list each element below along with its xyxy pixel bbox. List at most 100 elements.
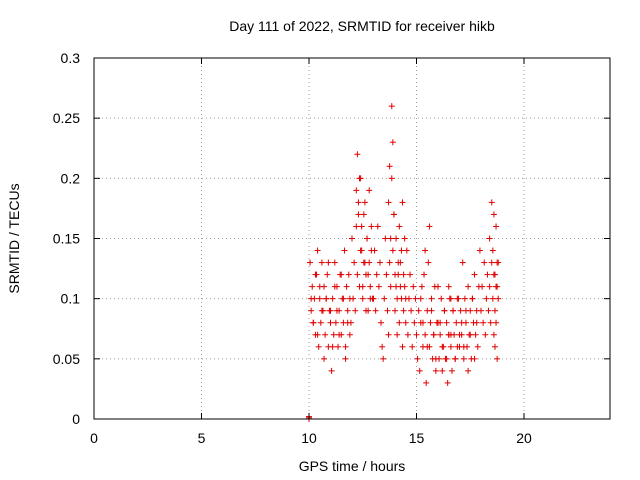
data-point (428, 295, 435, 302)
data-point (468, 355, 475, 362)
data-point (396, 223, 403, 230)
data-point (328, 367, 335, 374)
data-point (323, 295, 330, 302)
data-point (432, 367, 439, 374)
data-point (388, 175, 395, 182)
data-point (354, 151, 361, 158)
data-point (329, 295, 336, 302)
data-point (376, 259, 383, 266)
data-point (480, 319, 487, 326)
data-point (465, 283, 472, 290)
data-point (342, 355, 349, 362)
data-point (329, 343, 336, 350)
data-point (344, 307, 351, 314)
data-point (361, 199, 368, 206)
y-tick-label: 0.05 (53, 351, 80, 367)
data-point (446, 295, 453, 302)
data-point (454, 295, 461, 302)
data-point (407, 271, 414, 278)
data-point (345, 271, 352, 278)
data-point (411, 319, 418, 326)
data-point (490, 211, 497, 218)
chart-title: Day 111 of 2022, SRMTID for receiver hik… (229, 18, 495, 34)
data-point (331, 259, 338, 266)
data-point (318, 259, 325, 266)
data-point (404, 331, 411, 338)
data-point (399, 199, 406, 206)
data-point (364, 235, 371, 242)
y-tick-label: 0.3 (61, 50, 81, 66)
x-tick-label: 15 (409, 430, 425, 446)
y-tick-label: 0.1 (61, 291, 81, 307)
data-point (488, 259, 495, 266)
data-point (349, 235, 355, 242)
data-point (355, 211, 362, 218)
data-point (307, 259, 314, 266)
data-point (458, 331, 465, 338)
data-point (335, 343, 342, 350)
data-point (481, 259, 488, 266)
data-points (306, 103, 502, 422)
data-point (487, 319, 494, 326)
data-point (392, 307, 398, 314)
data-point (371, 247, 378, 254)
data-point (312, 271, 319, 278)
data-point (448, 367, 455, 374)
data-point (354, 271, 361, 278)
data-point (410, 283, 417, 290)
data-point (453, 319, 460, 326)
data-point (394, 331, 401, 338)
data-point (400, 307, 407, 314)
data-point (316, 283, 323, 290)
data-point (314, 247, 321, 254)
data-point (427, 319, 434, 326)
ticks: 0 5 10 15 20 0 0.05 0.1 0.15 0.2 0.25 0.3 (53, 50, 610, 446)
data-point (418, 283, 425, 290)
data-point (440, 343, 447, 350)
data-point (330, 331, 337, 338)
grid (94, 58, 610, 419)
data-point (332, 319, 339, 326)
data-point (317, 319, 324, 326)
data-point (385, 199, 392, 206)
data-point (437, 331, 444, 338)
data-point (471, 271, 478, 278)
data-point (380, 355, 387, 362)
data-point (387, 235, 394, 242)
data-point (386, 259, 393, 266)
data-point (476, 247, 483, 254)
data-point (439, 367, 446, 374)
data-point (456, 343, 463, 350)
data-point (315, 343, 322, 350)
data-point (386, 163, 393, 170)
data-point (316, 295, 323, 302)
data-point (415, 307, 422, 314)
data-point (405, 295, 412, 302)
data-point (408, 307, 415, 314)
data-point (359, 295, 366, 302)
x-tick-label: 10 (301, 430, 317, 446)
data-point (486, 283, 493, 290)
x-tick-label: 5 (198, 430, 206, 446)
data-point (351, 259, 358, 266)
y-tick-label: 0 (72, 411, 80, 427)
data-point (343, 283, 350, 290)
data-point (459, 259, 466, 266)
data-point (464, 343, 471, 350)
data-point (373, 271, 380, 278)
data-point (346, 331, 353, 338)
data-point (340, 319, 347, 326)
data-point (450, 307, 457, 314)
data-point (460, 355, 467, 362)
data-point (422, 331, 429, 338)
data-point (461, 295, 468, 302)
data-point (309, 283, 316, 290)
data-point (359, 283, 366, 290)
data-point (385, 331, 392, 338)
data-point (336, 307, 343, 314)
data-point (353, 223, 360, 230)
data-point (416, 367, 423, 374)
data-point (409, 343, 416, 350)
data-point (447, 343, 454, 350)
